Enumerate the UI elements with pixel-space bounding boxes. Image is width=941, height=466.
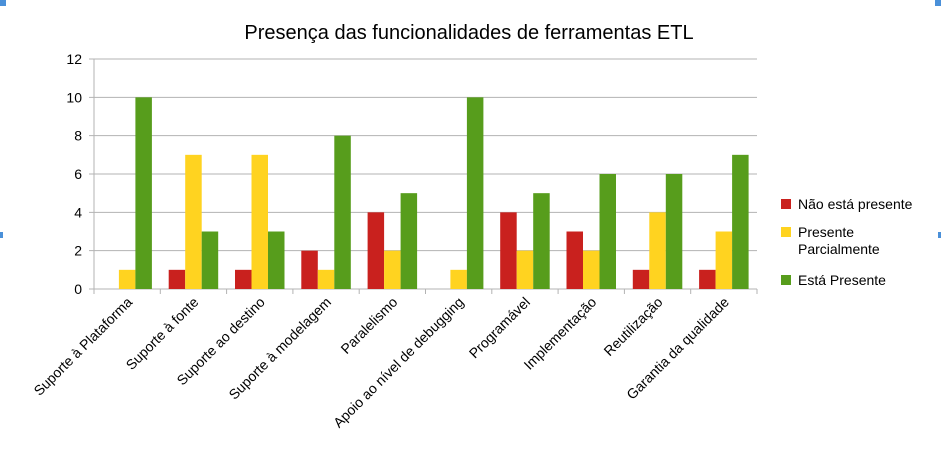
chart-title: Presença das funcionalidades de ferramen… bbox=[244, 22, 693, 44]
bar bbox=[400, 193, 418, 289]
bar bbox=[235, 269, 252, 289]
bar bbox=[334, 135, 351, 289]
bar bbox=[118, 269, 136, 289]
bar bbox=[450, 269, 467, 289]
bar bbox=[301, 250, 318, 289]
y-tick-label: 6 bbox=[74, 166, 82, 182]
selection-handle-middle-left[interactable] bbox=[0, 232, 3, 238]
y-tick-label: 10 bbox=[66, 89, 82, 105]
bar bbox=[699, 269, 716, 289]
x-tick-label: Reutilização bbox=[600, 294, 665, 359]
bar bbox=[268, 231, 285, 289]
bar bbox=[185, 154, 202, 289]
bar bbox=[566, 231, 583, 289]
bar bbox=[201, 231, 219, 289]
y-tick-label: 2 bbox=[74, 243, 82, 259]
legend-swatch bbox=[781, 227, 791, 237]
x-tick-label: Paralelismo bbox=[337, 294, 400, 357]
bar bbox=[599, 174, 616, 289]
x-tick-label: Programável bbox=[466, 294, 533, 361]
bar bbox=[649, 212, 666, 289]
bar bbox=[583, 250, 600, 289]
legend-label: Está Presente bbox=[798, 272, 886, 288]
y-tick-label: 12 bbox=[66, 51, 82, 67]
x-tick-label: Apoio ao nível de debugging bbox=[330, 294, 467, 431]
selection-handle-top-left[interactable] bbox=[0, 0, 6, 6]
x-tick-label: Suporte à Plataforma bbox=[30, 294, 135, 399]
legend-swatch bbox=[781, 199, 791, 209]
bar bbox=[384, 250, 401, 289]
bar bbox=[251, 154, 268, 289]
bar bbox=[732, 154, 749, 289]
selection-handle-middle-right[interactable] bbox=[938, 232, 941, 238]
bar bbox=[367, 212, 385, 289]
bar bbox=[317, 269, 335, 289]
bars bbox=[118, 97, 749, 289]
bar bbox=[168, 269, 186, 289]
bar bbox=[533, 193, 550, 289]
y-tick-label: 8 bbox=[74, 128, 82, 144]
bar bbox=[715, 231, 733, 289]
bar bbox=[466, 97, 484, 289]
bar bbox=[632, 269, 650, 289]
legend-label: Presente Parcialmente bbox=[798, 224, 880, 257]
y-tick-label: 0 bbox=[74, 281, 82, 297]
bar bbox=[135, 97, 152, 289]
selection-handle-top-right[interactable] bbox=[935, 0, 941, 6]
legend-swatch bbox=[781, 275, 791, 285]
legend: Não está presente Presente Parcialmente Est… bbox=[781, 196, 913, 288]
bar bbox=[665, 174, 683, 289]
bar bbox=[516, 250, 534, 289]
bar bbox=[500, 212, 517, 289]
legend-label: Não está presente bbox=[798, 196, 913, 212]
y-tick-label: 4 bbox=[74, 204, 82, 220]
